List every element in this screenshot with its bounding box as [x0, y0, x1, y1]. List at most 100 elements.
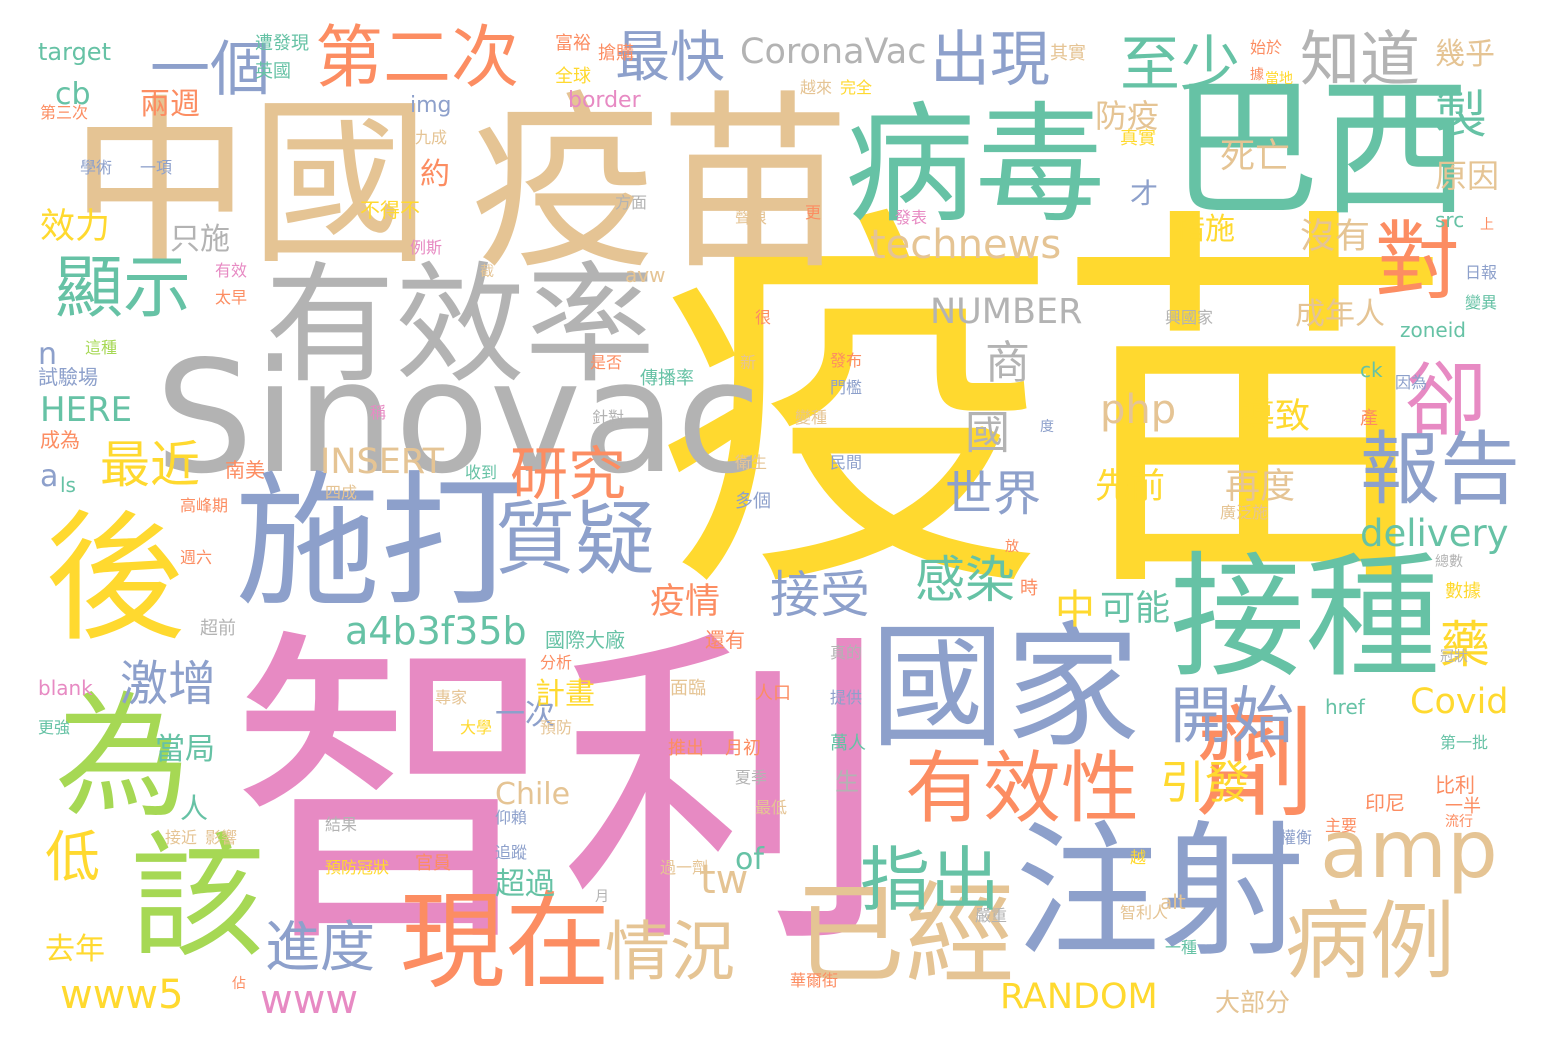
- word: 大部分: [1215, 988, 1291, 1017]
- word: 可能: [1100, 589, 1171, 629]
- word: 推出: [668, 738, 704, 759]
- word: 更強: [38, 718, 71, 737]
- word: 發布: [830, 351, 863, 370]
- word: 完全: [840, 78, 873, 97]
- word: INSERT: [320, 442, 444, 482]
- word: 越來: [800, 78, 833, 97]
- word: src: [1435, 208, 1465, 232]
- word: 提供: [830, 688, 863, 707]
- word: 四成: [325, 483, 358, 502]
- word: 產: [1360, 408, 1378, 429]
- word: 才: [1130, 177, 1159, 210]
- word: amp: [1320, 803, 1498, 896]
- word: 仰賴: [495, 808, 528, 827]
- word: 九成: [415, 128, 448, 147]
- word: 官員: [415, 853, 451, 874]
- word: 先前: [1095, 467, 1166, 507]
- word: 質疑: [495, 493, 655, 586]
- word: 導致: [1240, 397, 1311, 437]
- word: 出現: [930, 25, 1050, 95]
- word: 開始: [1170, 679, 1295, 752]
- word: 病例: [1285, 893, 1456, 992]
- word: 一半: [1445, 796, 1481, 817]
- word: Covid: [1410, 682, 1509, 722]
- word: 夏季: [735, 768, 768, 787]
- word: 效力: [40, 207, 111, 247]
- word: 比利: [1435, 773, 1475, 797]
- word: 成為: [40, 428, 80, 452]
- word: cb: [55, 77, 91, 112]
- word: 試驗場: [38, 365, 98, 389]
- word: 國: [965, 406, 1011, 459]
- word: 引發: [1160, 756, 1251, 809]
- word: 沒有: [1300, 217, 1371, 257]
- word: 萬人: [830, 733, 866, 754]
- word: php: [1100, 387, 1177, 433]
- word: 現在: [400, 881, 611, 1003]
- word: blank: [38, 676, 93, 700]
- word: 新: [740, 353, 757, 372]
- word: 病毒: [845, 89, 1106, 241]
- word: 高峰期: [180, 496, 229, 515]
- word: 幾乎: [1435, 37, 1495, 72]
- word: 對: [1375, 213, 1461, 312]
- word: 中: [1055, 587, 1095, 633]
- word: 最快: [615, 25, 726, 89]
- word: 上: [1480, 217, 1494, 233]
- word: 世界: [945, 466, 1042, 522]
- word: 接種: [1170, 539, 1440, 696]
- word: 第二次: [315, 19, 520, 98]
- word: 國家: [870, 609, 1140, 766]
- word: 感染: [915, 551, 1015, 609]
- word: RANDOM: [1000, 977, 1158, 1017]
- word: 時: [1020, 578, 1038, 599]
- word: 流行: [1445, 814, 1473, 830]
- word: 再度: [1225, 467, 1296, 507]
- word: 影響: [205, 828, 238, 847]
- word: 變異: [1465, 293, 1498, 312]
- word: 原因: [1435, 157, 1500, 195]
- word: 成年人: [1295, 297, 1385, 332]
- word: 截: [480, 264, 494, 280]
- word: HERE: [40, 390, 133, 430]
- word: n: [38, 337, 58, 372]
- word: 搶購: [598, 43, 634, 64]
- word: 國際大廠: [545, 628, 625, 652]
- word: 超前: [200, 618, 236, 639]
- word: 死亡: [1220, 137, 1291, 177]
- word: 有效: [215, 261, 248, 280]
- word: 生: [835, 768, 859, 796]
- word: 其實: [1050, 43, 1086, 64]
- word: 多個: [735, 491, 771, 512]
- word: 結果: [325, 815, 358, 834]
- word: avw: [625, 263, 666, 287]
- word: 日報: [1465, 263, 1498, 282]
- word: 報告: [1360, 423, 1520, 516]
- word: 後: [45, 498, 186, 661]
- word: a4b3f35b: [345, 609, 527, 653]
- word: 一個: [150, 35, 270, 105]
- word: technews: [870, 222, 1062, 268]
- word: 人口: [755, 683, 791, 704]
- word: 專家: [435, 688, 468, 707]
- word: 度: [1040, 419, 1054, 435]
- word: 已經: [795, 871, 1015, 999]
- word: NUMBER: [930, 292, 1083, 332]
- word: delivery: [1360, 512, 1509, 555]
- word: 據: [1250, 67, 1264, 83]
- word: 約: [420, 157, 450, 192]
- word: 中國: [70, 80, 431, 289]
- word: 去年: [45, 932, 105, 967]
- word: 為: [55, 679, 190, 836]
- word: 有效率: [265, 249, 656, 401]
- word: 總數: [1435, 554, 1463, 570]
- word: 分析: [540, 653, 573, 672]
- word: 知道: [1300, 25, 1420, 95]
- word: target: [38, 38, 111, 66]
- word: 南美: [225, 458, 265, 482]
- word: 劑: [1195, 695, 1315, 834]
- word: 廣泛施: [1220, 503, 1269, 522]
- word: 富裕: [555, 33, 591, 54]
- word: 是否: [590, 353, 623, 372]
